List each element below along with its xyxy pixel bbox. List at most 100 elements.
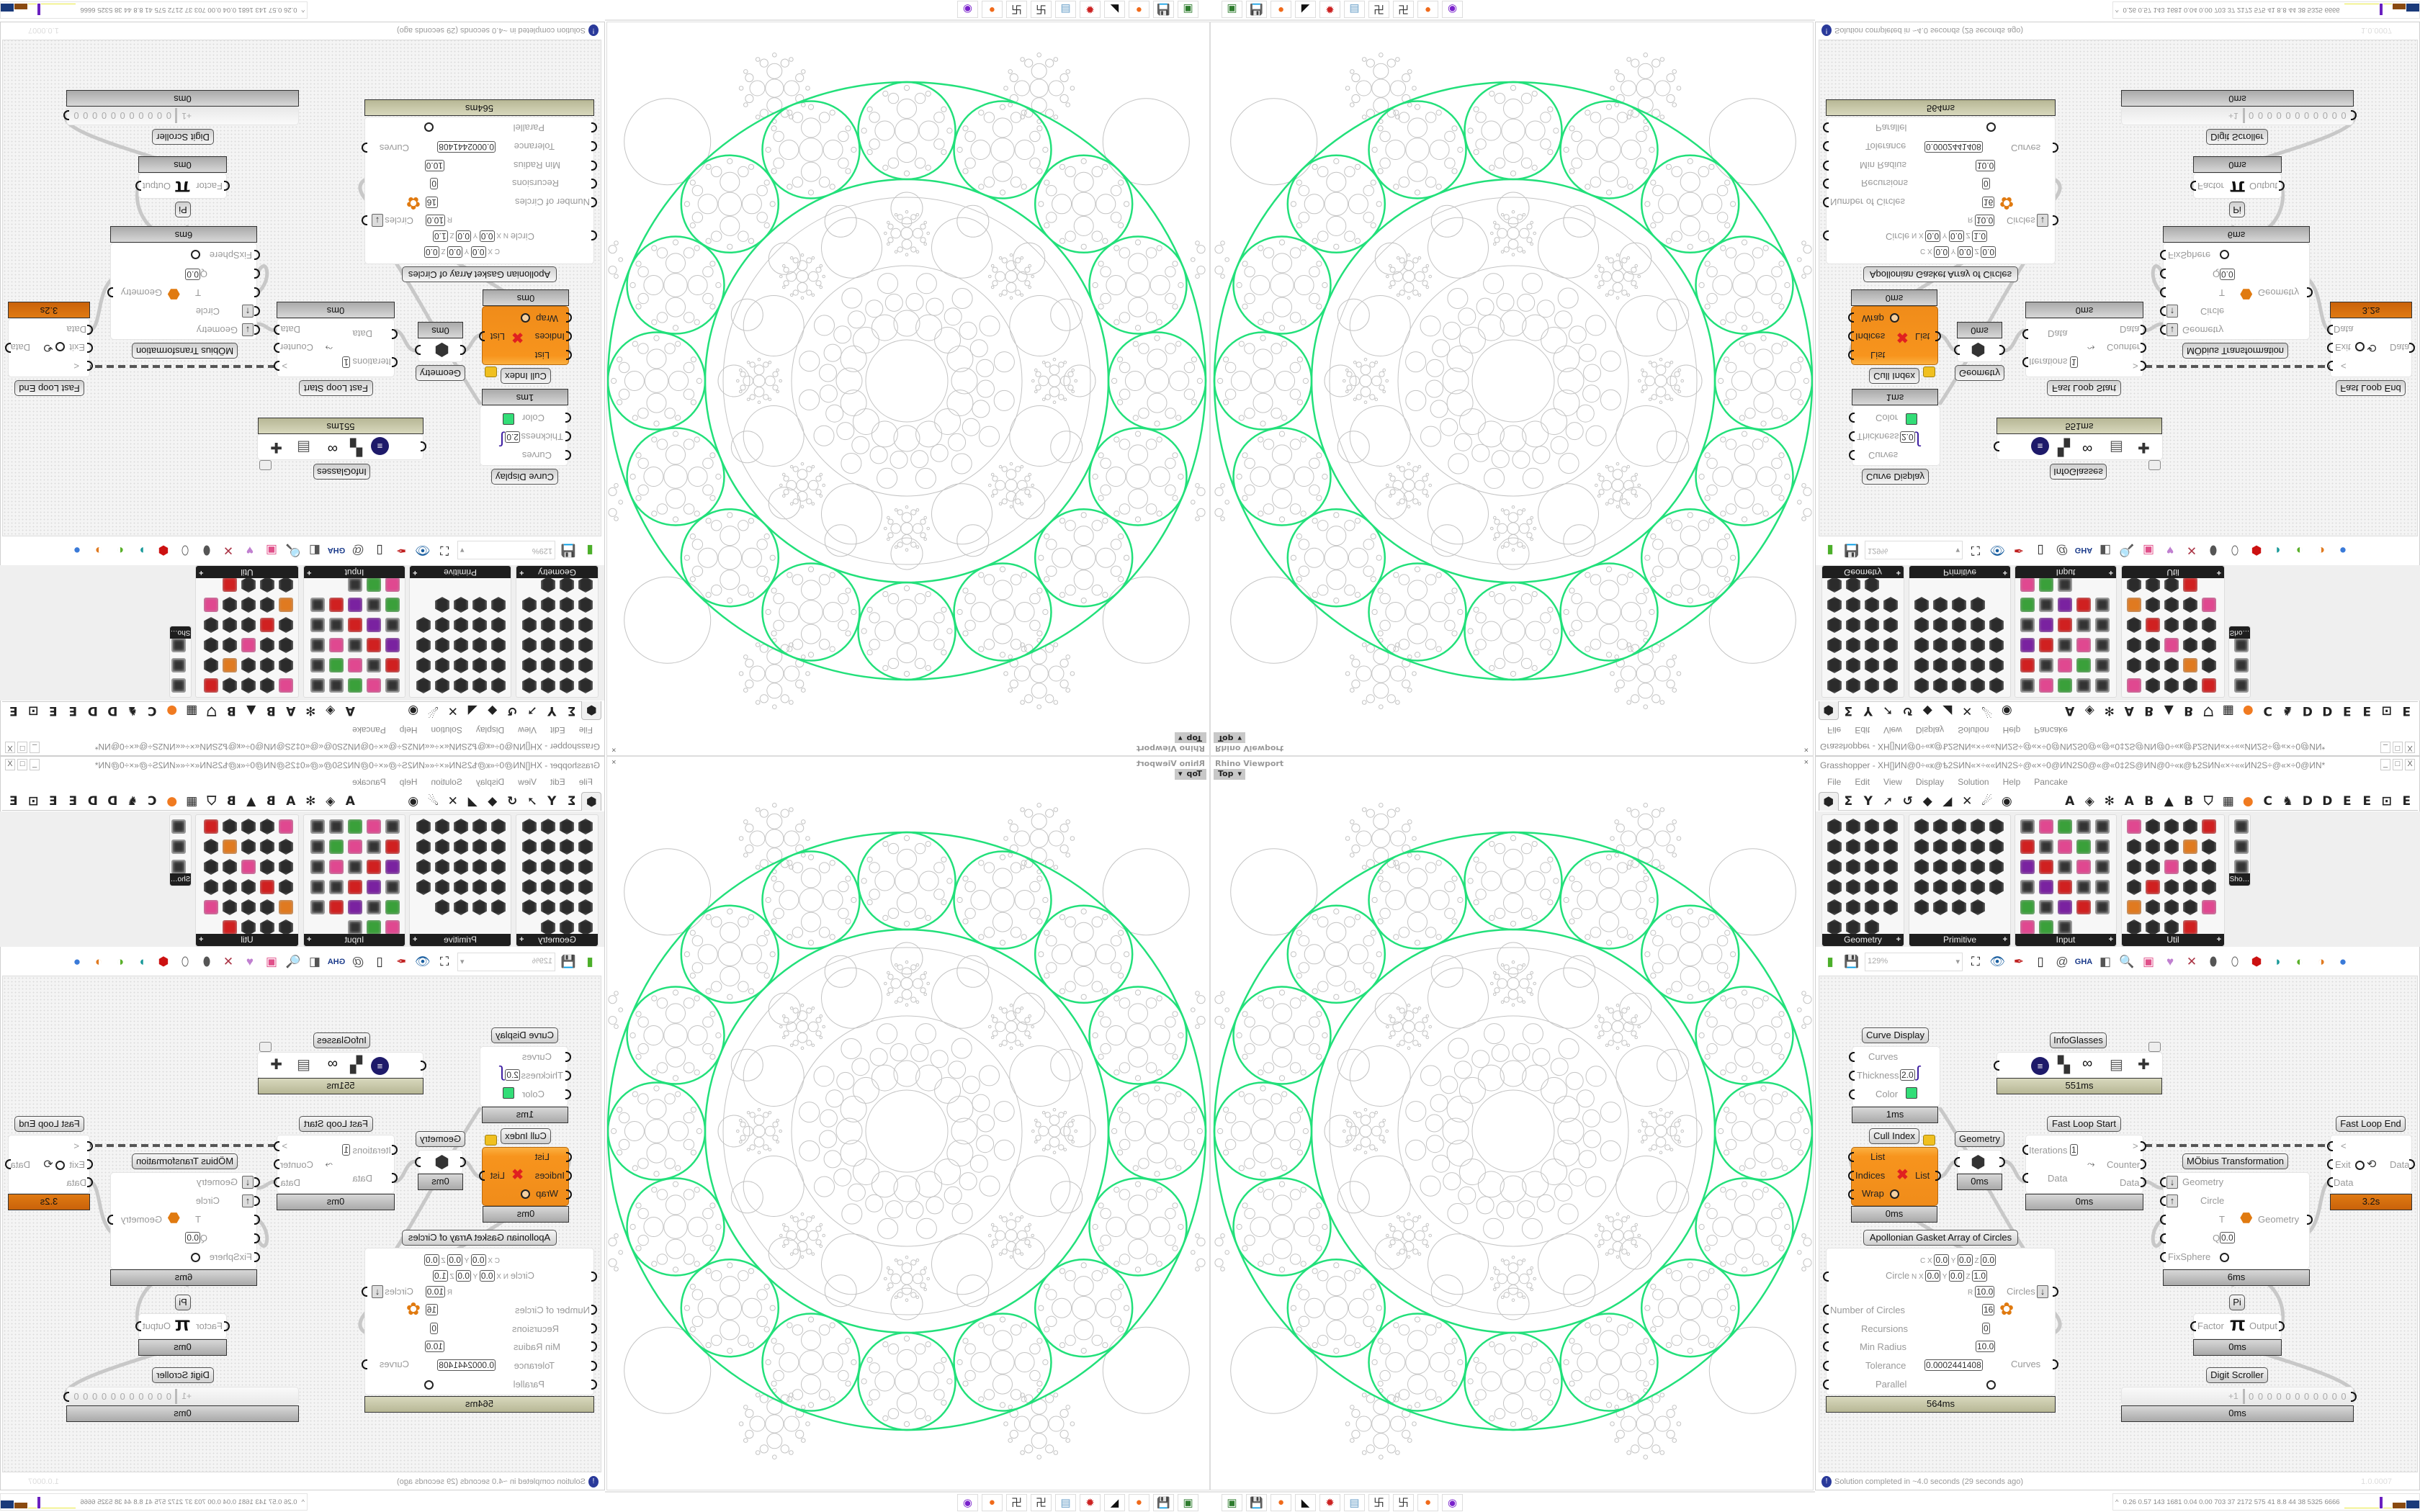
- input-grip[interactable]: [2160, 250, 2166, 260]
- cull-index-component[interactable]: List Indices Wrap ✖ List: [1848, 1147, 1941, 1206]
- component-icon[interactable]: [2162, 676, 2181, 695]
- component-icon[interactable]: [414, 858, 433, 876]
- component-icon[interactable]: [557, 837, 576, 856]
- input-grip[interactable]: [1849, 450, 1855, 460]
- maximize-button[interactable]: □: [2393, 742, 2403, 753]
- arrow-down-icon[interactable]: ↓: [2166, 323, 2178, 336]
- color-swatch[interactable]: [503, 413, 514, 425]
- component-icon[interactable]: [2018, 878, 2037, 896]
- tab-9[interactable]: ◉: [2001, 793, 2012, 809]
- component-icon[interactable]: [2093, 878, 2112, 896]
- at-icon[interactable]: @: [2056, 954, 2069, 968]
- digit-values[interactable]: 0 0 0 0 0 0 0 0 0 0 0: [2249, 1391, 2347, 1402]
- window-icon[interactable]: ◧: [308, 544, 321, 558]
- mobius-component[interactable]: ↓ Geometry ↑ Circle T Q 0.0 FixSphere ⬣ …: [2160, 1172, 2313, 1269]
- component-icon[interactable]: [1968, 636, 1987, 654]
- fixsphere-toggle[interactable]: [191, 250, 200, 259]
- component-icon[interactable]: [2162, 616, 2181, 634]
- gray-shape-icon[interactable]: ⬮: [202, 544, 211, 558]
- component-icon[interactable]: [202, 878, 220, 896]
- tab-15[interactable]: ▲: [246, 703, 256, 719]
- component-icon[interactable]: [1987, 656, 2006, 675]
- component-icon[interactable]: [2181, 616, 2200, 634]
- digit-values[interactable]: 0 0 0 0 0 0 0 0 0 0 0: [73, 110, 171, 121]
- output-grip[interactable]: [362, 1359, 367, 1369]
- pi-label[interactable]: Pi: [175, 1295, 191, 1310]
- component-icon[interactable]: [1968, 898, 1987, 917]
- red-gear-icon[interactable]: ✹: [1080, 1493, 1101, 1511]
- component-icon[interactable]: [489, 858, 508, 876]
- exit-toggle[interactable]: [2355, 342, 2365, 351]
- close-button[interactable]: X: [2405, 742, 2415, 753]
- pi-component[interactable]: Factor π Output: [2190, 1313, 2285, 1339]
- tab-21[interactable]: ♞: [2282, 703, 2293, 719]
- output-grip[interactable]: [2307, 1215, 2313, 1225]
- orange-sphere-icon[interactable]: ◑: [2317, 954, 2326, 968]
- blue-sphere-icon[interactable]: ●: [2339, 544, 2347, 558]
- pi-component[interactable]: Factor π Output: [135, 173, 230, 199]
- component-icon[interactable]: [2125, 858, 2143, 876]
- component-icon[interactable]: [383, 595, 402, 614]
- component-icon[interactable]: [2074, 595, 2093, 614]
- infoglasses-label[interactable]: InfoGlasses: [2050, 464, 2107, 480]
- component-icon[interactable]: [383, 817, 402, 836]
- component-icon[interactable]: [2181, 676, 2200, 695]
- component-icon[interactable]: [239, 616, 258, 634]
- tab-9[interactable]: ◉: [408, 793, 419, 809]
- geometry-label[interactable]: Geometry: [1955, 1131, 2004, 1147]
- component-icon[interactable]: [539, 858, 557, 876]
- fast-loop-start-component[interactable]: Iterations 1 Data > ⤳ Counter Data: [2022, 318, 2146, 377]
- component-icon[interactable]: [2200, 676, 2218, 695]
- input-grip[interactable]: [1823, 1305, 1829, 1315]
- curve-display-component[interactable]: Curves Thickness 2.0 ∫ Color: [480, 1046, 571, 1107]
- blue-sphere-icon[interactable]: ●: [2339, 954, 2347, 968]
- component-icon[interactable]: [489, 616, 508, 634]
- tab-15[interactable]: ▲: [246, 793, 256, 809]
- component-icon[interactable]: [2037, 636, 2056, 654]
- r-value[interactable]: 10.0: [425, 215, 445, 226]
- component-icon[interactable]: [202, 817, 220, 836]
- component-icon[interactable]: [2018, 676, 2037, 695]
- menu-edit[interactable]: Edit: [1855, 725, 1870, 735]
- component-icon[interactable]: [2143, 595, 2162, 614]
- wire-shape-icon[interactable]: ⬯: [2231, 544, 2239, 558]
- output-grip[interactable]: [2141, 1177, 2146, 1187]
- mobius-component[interactable]: ↓ Geometry ↑ Circle T Q 0.0 FixSphere ⬣ …: [2160, 243, 2313, 340]
- expand-panel-icon[interactable]: +: [413, 935, 418, 944]
- tab-19[interactable]: ●: [2242, 703, 2254, 719]
- close-button[interactable]: X: [5, 759, 15, 770]
- component-icon[interactable]: [470, 878, 489, 896]
- digit-scroller-label[interactable]: Digit Scroller: [2206, 1367, 2268, 1383]
- fast-loop-start-label[interactable]: Fast Loop Start: [2047, 380, 2121, 396]
- tolerance-value[interactable]: 0.0002441408: [437, 1359, 496, 1371]
- component-icon[interactable]: [220, 817, 239, 836]
- curve-display-label[interactable]: Curve Display: [1862, 1027, 1929, 1043]
- component-icon[interactable]: [2056, 817, 2074, 836]
- expand-panel-icon[interactable]: +: [307, 568, 312, 577]
- component-icon[interactable]: [1931, 595, 1950, 614]
- component-icon[interactable]: [2181, 898, 2200, 917]
- component-icon[interactable]: [2056, 636, 2074, 654]
- component-icon[interactable]: [2162, 918, 2181, 937]
- tab-12[interactable]: ✻: [2104, 703, 2115, 719]
- component-icon[interactable]: [308, 878, 327, 896]
- component-icon[interactable]: [557, 636, 576, 654]
- component-icon[interactable]: [1931, 898, 1950, 917]
- component-icon[interactable]: [2056, 676, 2074, 695]
- component-icon[interactable]: [277, 676, 295, 695]
- green-shape-icon[interactable]: ◐: [116, 544, 125, 558]
- component-icon[interactable]: [1912, 817, 1931, 836]
- teal-shape-icon[interactable]: ◗: [138, 954, 146, 968]
- zoom-field[interactable]: 129% ▾: [1865, 952, 1963, 971]
- tab-15[interactable]: ▲: [2164, 793, 2174, 809]
- tab-10[interactable]: A: [2065, 703, 2075, 719]
- panel-label[interactable]: Util +: [2122, 934, 2224, 946]
- component-icon[interactable]: [327, 878, 346, 896]
- component-icon[interactable]: [1950, 817, 1968, 836]
- component-icon[interactable]: [1881, 858, 1900, 876]
- component-icon[interactable]: [1950, 858, 1968, 876]
- component-icon[interactable]: [470, 837, 489, 856]
- tab-26[interactable]: ⊡: [28, 793, 39, 809]
- zoom-extents-icon[interactable]: ⛶: [1971, 544, 1980, 558]
- component-icon[interactable]: [169, 656, 188, 675]
